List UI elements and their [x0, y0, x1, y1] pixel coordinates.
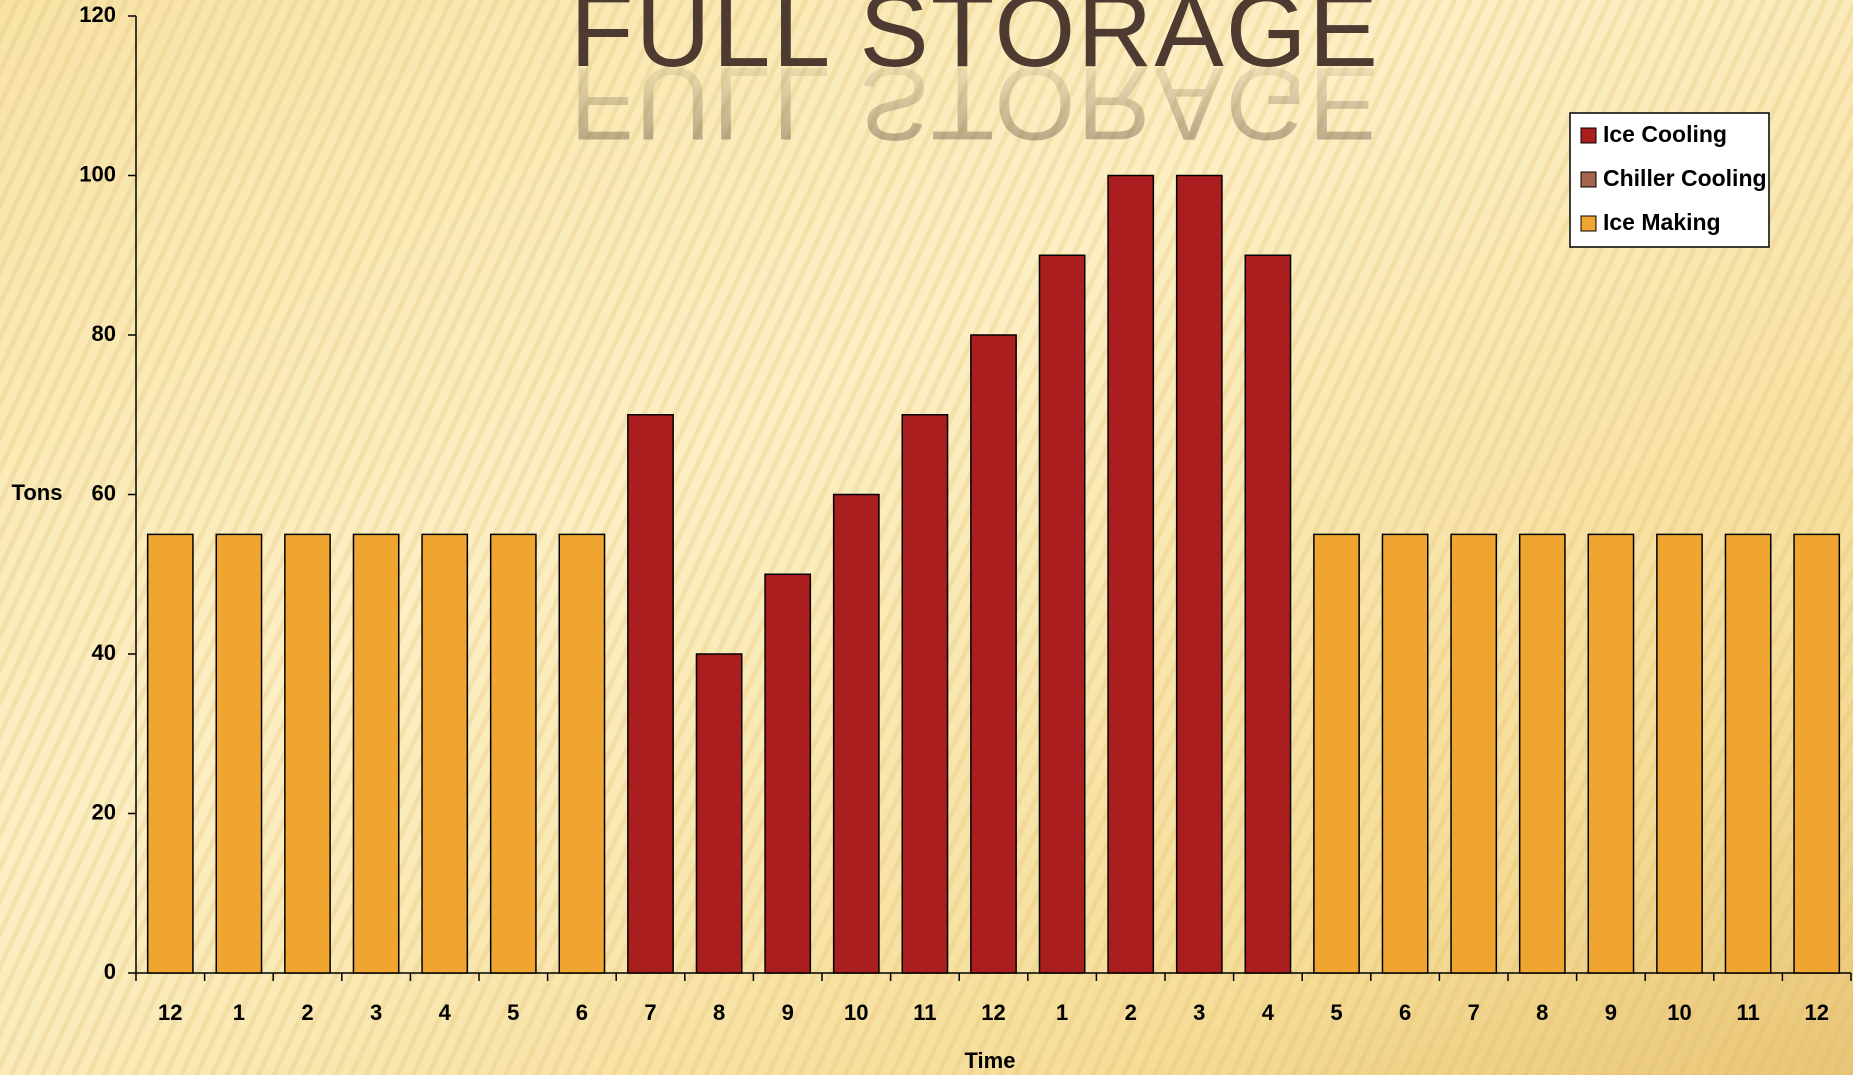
x-tick-label: 5 — [507, 1000, 519, 1025]
bar — [215, 533, 263, 974]
legend-label: Ice Cooling — [1603, 121, 1727, 147]
bar — [558, 533, 606, 974]
legend-label: Chiller Cooling — [1603, 165, 1767, 191]
bar — [1450, 533, 1498, 974]
x-tick-label: 2 — [301, 1000, 313, 1025]
bar — [901, 414, 949, 974]
bar — [1724, 533, 1772, 974]
x-tick-label: 4 — [439, 1000, 452, 1025]
x-tick-label: 12 — [1804, 1000, 1828, 1025]
y-tick-label: 20 — [92, 799, 116, 824]
x-tick-label: 7 — [1468, 1000, 1480, 1025]
bar — [489, 533, 537, 974]
x-axis-label: Time — [965, 1048, 1016, 1073]
x-tick-label: 8 — [713, 1000, 725, 1025]
legend-box — [1569, 112, 1770, 248]
bar — [146, 533, 194, 974]
chart-title: FULL STORAGE — [570, 0, 1380, 89]
bar — [1175, 174, 1223, 974]
bar — [695, 653, 743, 974]
x-tick-label: 12 — [981, 1000, 1005, 1025]
legend-label: Ice Making — [1603, 209, 1721, 235]
x-tick-label: 6 — [576, 1000, 588, 1025]
bar — [421, 533, 469, 974]
x-tick-label: 9 — [782, 1000, 794, 1025]
bar — [284, 533, 331, 974]
bar — [1793, 533, 1841, 974]
x-tick-label: 11 — [1736, 1000, 1759, 1025]
x-tick-label: 11 — [913, 1000, 936, 1025]
chart-title-reflection: FULL STORAGE — [570, 45, 1380, 161]
bar — [1518, 533, 1566, 974]
y-tick-label: 0 — [104, 959, 116, 984]
x-tick-label: 1 — [1056, 1000, 1068, 1025]
legend: Ice Cooling Chiller Cooling Ice Making — [1569, 112, 1770, 248]
x-tick-label: 6 — [1399, 1000, 1411, 1025]
x-tick-label: 12 — [158, 1000, 182, 1025]
x-tick-label: 2 — [1125, 1000, 1137, 1025]
bar — [1038, 254, 1086, 974]
bar — [1656, 533, 1703, 974]
legend-swatch — [1580, 171, 1597, 188]
bar — [970, 334, 1017, 974]
x-tick-label: 8 — [1536, 1000, 1548, 1025]
bar — [1587, 533, 1635, 974]
y-tick-label: 80 — [92, 321, 116, 346]
x-tick-label: 7 — [644, 1000, 656, 1025]
x-tick-label: 10 — [1667, 1000, 1691, 1025]
y-tick-label: 60 — [92, 480, 116, 505]
y-tick-label: 120 — [79, 2, 116, 27]
y-tick-label: 40 — [92, 640, 116, 665]
bar — [1381, 533, 1429, 974]
x-tick-label: 1 — [233, 1000, 245, 1025]
x-tick-label: 3 — [1193, 1000, 1205, 1025]
bar — [352, 533, 400, 974]
bar — [764, 573, 812, 974]
y-axis-label: Tons — [12, 480, 63, 505]
bar — [627, 414, 674, 974]
x-tick-label: 5 — [1330, 1000, 1342, 1025]
x-tick-label: 3 — [370, 1000, 382, 1025]
bar — [1244, 254, 1292, 974]
x-tick-label: 9 — [1605, 1000, 1617, 1025]
legend-swatch — [1580, 127, 1597, 144]
bar — [1107, 174, 1155, 974]
bar — [1313, 533, 1360, 974]
x-tick-label: 4 — [1262, 1000, 1275, 1025]
bar — [832, 493, 880, 974]
legend-swatch — [1580, 215, 1597, 232]
x-tick-label: 10 — [844, 1000, 868, 1025]
y-tick-label: 100 — [79, 161, 116, 186]
